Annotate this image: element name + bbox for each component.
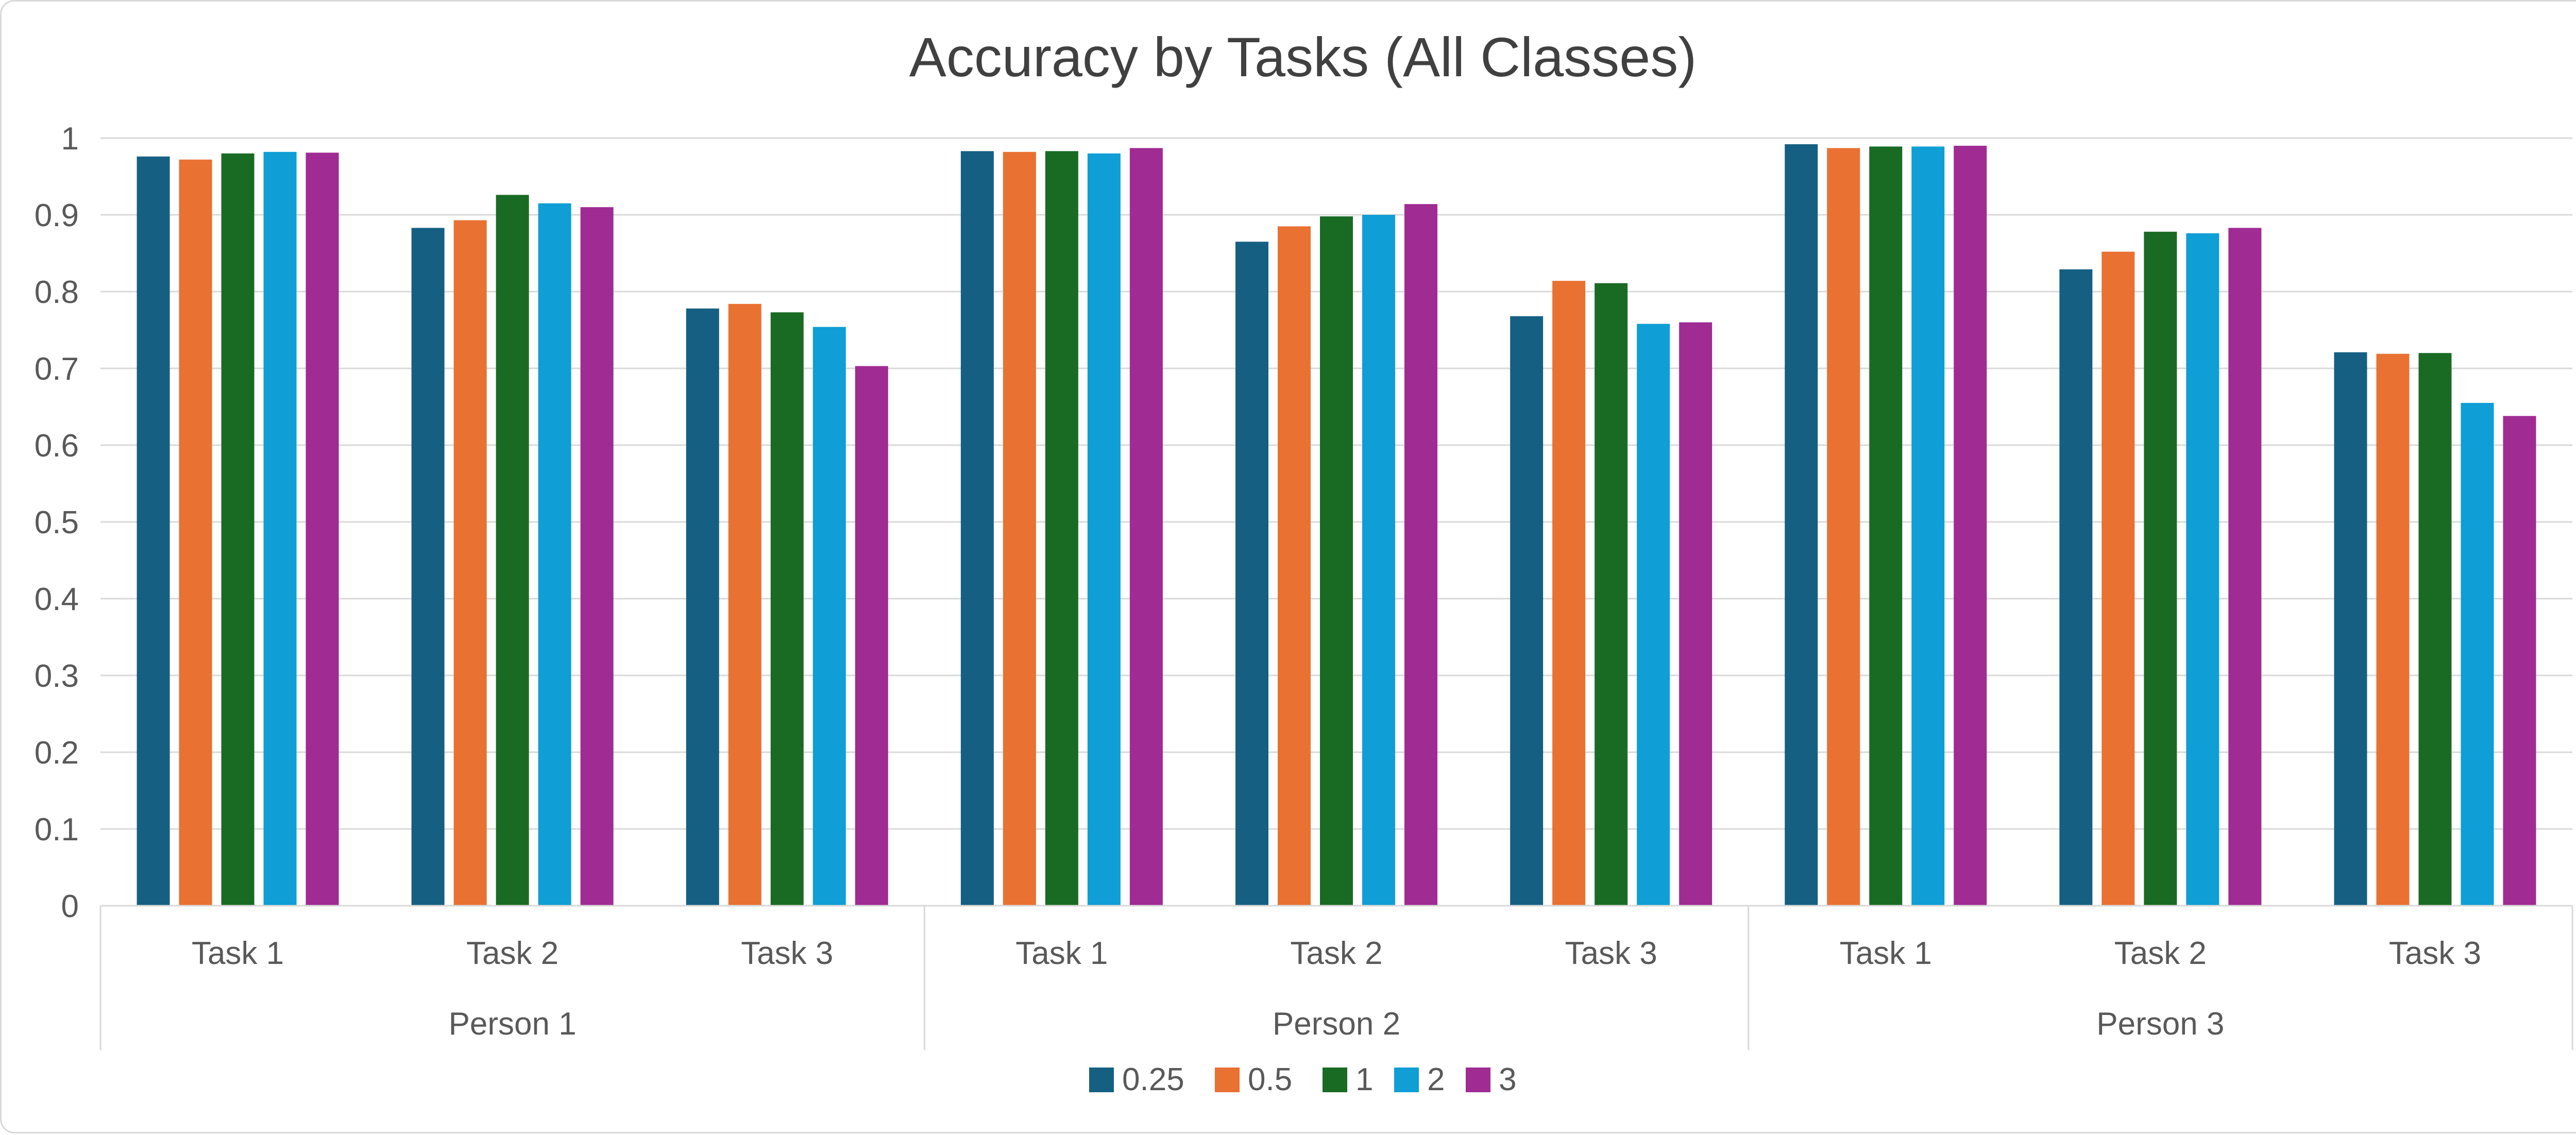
x-category-label: Task 1 [1015,936,1108,971]
legend-label: 0.5 [1248,1062,1292,1097]
legend-label: 3 [1499,1062,1516,1097]
bar [1235,242,1268,906]
bar [1278,226,1311,906]
legend-item-0.25: 0.25 [1089,1062,1184,1097]
legend-swatch [1466,1068,1490,1092]
y-tick-label: 0.5 [35,505,79,540]
bar [1785,144,1818,906]
x-category-label: Task 2 [1290,936,1382,971]
x-category-label: Task 3 [741,936,833,971]
bar [2334,352,2367,906]
y-tick-label: 0.8 [35,275,79,310]
bar [1320,216,1353,906]
bar [1362,215,1395,906]
bar [770,312,804,906]
bar [2059,269,2093,906]
legend-item-1: 1 [1323,1062,1373,1097]
x-group-label: Person 2 [1273,1006,1400,1042]
bar [263,151,297,906]
bar [728,303,761,906]
bar [496,195,529,906]
bar [453,220,487,906]
bar [2102,251,2135,906]
bar [2418,353,2452,906]
bar [538,203,571,906]
bar [1510,316,1544,906]
x-axis: Task 1 Task 2 Task 3 Task 1 Task 2 Task 3 Task… [99,905,2573,1050]
bars [137,144,2536,906]
y-tick-label: 0.7 [35,351,79,387]
bar [2503,416,2536,906]
legend-swatch [1089,1068,1114,1092]
bar [2144,231,2177,906]
y-tick-label: 0.2 [35,735,79,771]
legend-swatch [1215,1068,1240,1092]
y-axis-ticks: 0 0.1 0.2 0.3 0.4 0.5 0.6 0.7 0.8 0.9 1 [35,121,79,924]
legend-label: 1 [1355,1062,1373,1097]
y-tick-label: 0.4 [35,582,79,617]
x-group-label: Person 3 [2096,1006,2224,1042]
bar [1595,283,1628,906]
bar [1869,146,1903,906]
x-category-label: Task 3 [1565,936,1657,971]
bar [960,151,994,906]
bar [137,156,170,906]
legend-item-2: 2 [1394,1062,1445,1097]
bar [580,207,614,906]
bar [2228,228,2262,906]
y-tick-label: 0.6 [35,428,79,464]
bar [2186,233,2219,906]
bar [2461,403,2494,906]
y-tick-label: 0.3 [35,658,79,694]
bar [1404,204,1437,906]
x-category-label: Task 3 [2389,936,2481,971]
legend-swatch [1394,1068,1419,1092]
bar [179,159,212,906]
bar [306,153,339,906]
chart-title: Accuracy by Tasks (All Classes) [909,26,1697,88]
series-0.25 [137,144,2367,906]
bar [2376,353,2410,906]
bar [411,228,445,906]
bar [1087,153,1121,906]
series-0.5 [179,148,2410,906]
legend-item-0.5: 0.5 [1215,1062,1292,1097]
legend: 0.25 0.5 1 2 3 [1089,1062,1516,1097]
bar [1827,148,1860,906]
y-tick-label: 0.1 [35,812,79,848]
bar [686,308,719,906]
bar [1129,148,1163,906]
legend-label: 0.25 [1122,1062,1184,1097]
series-2 [263,146,2494,906]
x-category-label: Task 2 [2114,936,2207,971]
legend-swatch [1323,1068,1347,1092]
x-category-label: Task 1 [192,936,284,971]
y-tick-label: 1 [61,121,79,157]
bar [812,327,846,906]
x-category-label: Task 1 [1840,936,1932,971]
y-tick-label: 0 [61,889,79,924]
bar [1679,322,1713,906]
bar [1954,145,1987,906]
y-tick-label: 0.9 [35,198,79,233]
bar [1637,324,1670,906]
bar [221,153,255,906]
bar [1045,151,1078,906]
legend-label: 2 [1427,1062,1445,1097]
bar [1003,151,1036,906]
x-category-label: Task 2 [466,936,558,971]
bar [855,366,888,906]
x-group-label: Person 1 [449,1006,577,1042]
series-3 [306,145,2536,906]
series-1 [221,146,2452,906]
bar [1552,281,1586,906]
legend-item-3: 3 [1466,1062,1516,1097]
bar [1911,146,1945,906]
